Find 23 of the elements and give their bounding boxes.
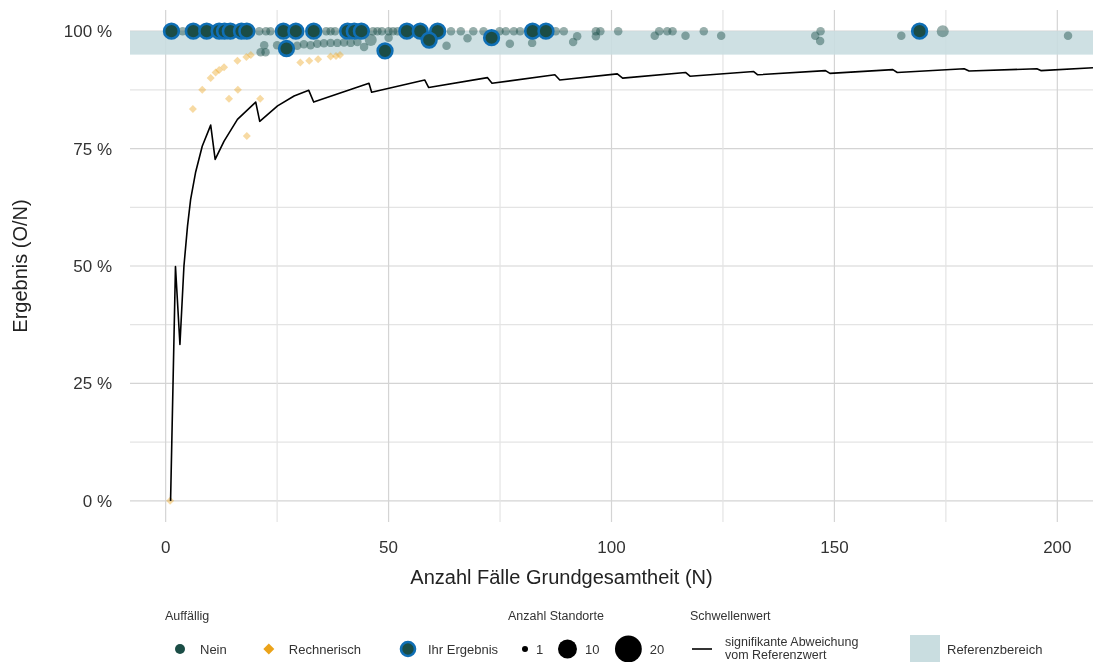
x-tick-label: 200 — [1043, 538, 1072, 557]
x-tick-label: 0 — [160, 538, 171, 557]
y-tick-label: 50 % — [73, 257, 112, 276]
y-axis-title: Ergebnis (O/N) — [9, 199, 31, 333]
x-tick-label: 50 — [379, 538, 399, 557]
legend-label: 1 — [536, 642, 544, 657]
text: Schwellenwert — [690, 609, 772, 623]
x-tick-label: 150 — [820, 538, 849, 557]
legend-title: Auffällig — [165, 609, 210, 623]
y-tick-label: 100 % — [63, 22, 112, 42]
y-tick-label: 75 % — [73, 139, 112, 159]
legend-label: 10 — [584, 642, 600, 657]
x-tick-label: 100 — [597, 538, 626, 557]
legend-label: Referenzbereich — [947, 642, 1043, 657]
legend-label: 20 — [649, 642, 665, 657]
legend-label: signifikante Abweichung vom Referenzwert — [725, 635, 859, 662]
text: Anzahl Standorte — [508, 609, 604, 623]
y-tick-label: 25 % — [73, 374, 112, 394]
legend-label: Rechnerisch — [288, 642, 362, 657]
legend-label: Ihr Ergebnis — [428, 642, 499, 657]
legend-label: Nein — [200, 642, 227, 657]
x-axis-title: Anzahl Fälle Grundgesamtheit (N) — [410, 566, 713, 588]
y-tick-label: 0 % — [82, 491, 112, 511]
